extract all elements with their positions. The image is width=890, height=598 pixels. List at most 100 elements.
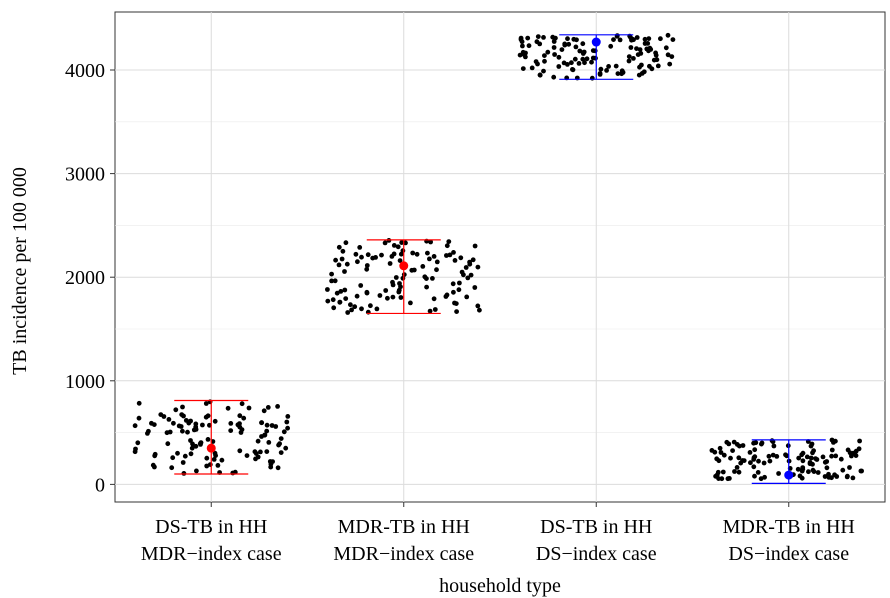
data-point bbox=[193, 427, 199, 432]
data-point bbox=[189, 445, 195, 451]
data-point bbox=[767, 458, 773, 464]
data-point bbox=[734, 465, 740, 470]
data-point bbox=[225, 405, 231, 411]
data-point bbox=[365, 252, 371, 258]
data-point bbox=[152, 451, 158, 457]
data-point bbox=[634, 46, 639, 51]
data-point bbox=[425, 250, 430, 256]
data-point bbox=[762, 474, 767, 480]
data-point bbox=[170, 455, 176, 461]
data-point bbox=[467, 259, 472, 265]
x-tick-label-line1: MDR-TB in HH bbox=[338, 516, 470, 538]
data-point bbox=[653, 52, 659, 58]
data-point bbox=[387, 261, 393, 266]
data-point bbox=[325, 287, 330, 292]
data-point bbox=[626, 54, 632, 59]
data-point bbox=[269, 423, 275, 428]
data-point bbox=[428, 239, 433, 245]
data-point bbox=[431, 254, 437, 259]
data-point bbox=[570, 67, 575, 72]
data-point bbox=[829, 453, 834, 459]
data-point bbox=[390, 294, 396, 300]
data-point bbox=[712, 449, 718, 455]
data-point bbox=[451, 250, 456, 255]
data-point bbox=[637, 64, 642, 70]
data-point bbox=[212, 450, 218, 456]
y-tick-label: 0 bbox=[95, 474, 105, 496]
data-point bbox=[810, 467, 816, 473]
data-point bbox=[465, 275, 471, 281]
data-point bbox=[593, 55, 598, 61]
data-point bbox=[475, 303, 481, 309]
data-point bbox=[193, 443, 199, 449]
point-estimate bbox=[784, 470, 794, 480]
data-point bbox=[590, 48, 596, 53]
data-point bbox=[647, 45, 653, 51]
data-point bbox=[358, 283, 364, 288]
data-point bbox=[194, 468, 199, 474]
data-point bbox=[718, 450, 724, 455]
data-point bbox=[398, 251, 404, 257]
data-point bbox=[264, 449, 270, 454]
data-point bbox=[850, 475, 856, 481]
data-point bbox=[736, 455, 742, 461]
data-point bbox=[265, 405, 271, 410]
data-point bbox=[164, 430, 170, 436]
data-point bbox=[264, 428, 270, 434]
data-point bbox=[470, 257, 476, 263]
data-point bbox=[535, 34, 541, 39]
data-point bbox=[770, 452, 776, 458]
data-point bbox=[259, 420, 264, 426]
data-point bbox=[584, 56, 590, 62]
data-point bbox=[820, 454, 826, 460]
intervals bbox=[174, 34, 826, 484]
data-point bbox=[241, 415, 247, 421]
data-point bbox=[452, 300, 457, 306]
data-point bbox=[804, 454, 810, 460]
data-point bbox=[556, 64, 562, 69]
data-point bbox=[833, 453, 839, 459]
data-point bbox=[472, 243, 478, 249]
data-point bbox=[391, 243, 397, 248]
data-point bbox=[845, 473, 850, 479]
data-point bbox=[562, 41, 568, 47]
data-point bbox=[443, 294, 449, 299]
data-point bbox=[566, 41, 572, 47]
data-point bbox=[169, 465, 175, 471]
data-point bbox=[132, 423, 138, 429]
data-point bbox=[731, 439, 737, 445]
data-point bbox=[670, 37, 676, 42]
data-point bbox=[752, 473, 757, 479]
data-point bbox=[276, 442, 281, 448]
point-estimate bbox=[591, 37, 601, 47]
data-point bbox=[740, 443, 746, 448]
data-point bbox=[228, 421, 234, 426]
data-point bbox=[190, 441, 195, 447]
data-point bbox=[569, 60, 574, 66]
data-point bbox=[615, 71, 621, 76]
y-tick-label: 3000 bbox=[65, 164, 105, 186]
data-point bbox=[631, 56, 636, 61]
data-point bbox=[853, 448, 859, 454]
data-point bbox=[654, 57, 660, 63]
data-point bbox=[207, 462, 213, 467]
data-point bbox=[771, 443, 777, 449]
data-point bbox=[278, 436, 284, 441]
data-point bbox=[774, 454, 780, 459]
data-point bbox=[408, 300, 413, 306]
data-point bbox=[336, 244, 342, 250]
data-point bbox=[180, 404, 185, 410]
data-point bbox=[808, 455, 814, 461]
data-point bbox=[581, 49, 587, 55]
data-point bbox=[799, 468, 805, 474]
data-point bbox=[520, 43, 525, 49]
data-point bbox=[796, 455, 802, 461]
data-point bbox=[752, 454, 758, 460]
data-point bbox=[730, 448, 735, 453]
data-point bbox=[285, 425, 290, 431]
data-point bbox=[434, 267, 439, 273]
data-point bbox=[824, 465, 830, 471]
data-point bbox=[188, 451, 194, 457]
data-point bbox=[752, 447, 758, 453]
data-point bbox=[556, 54, 562, 60]
